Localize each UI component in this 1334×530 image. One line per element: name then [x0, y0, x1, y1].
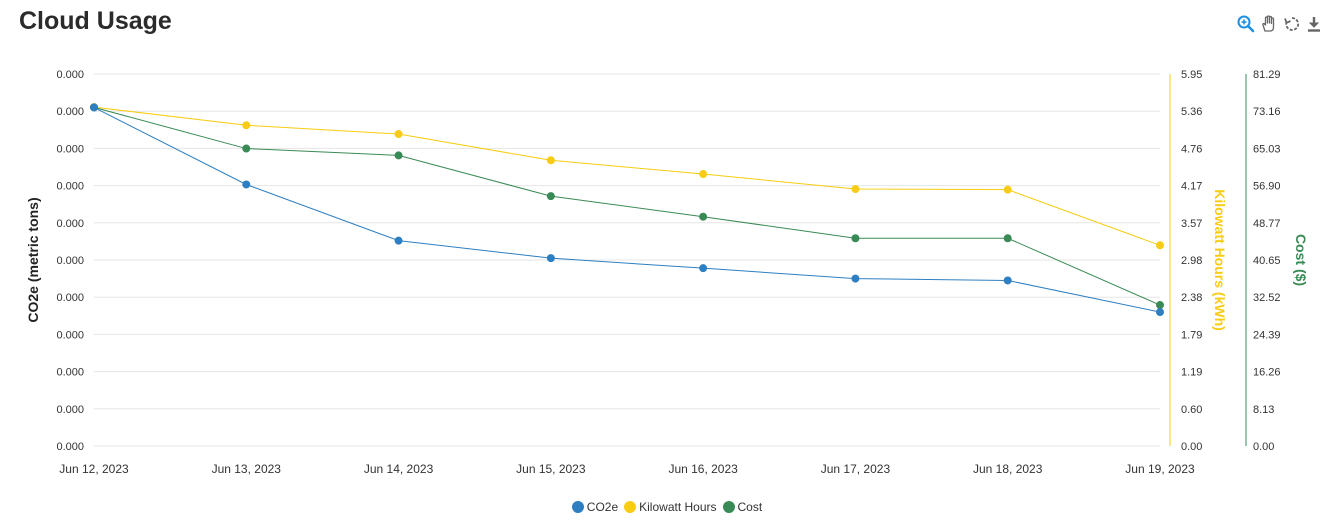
- co2e-data-point: [546, 254, 555, 263]
- kwh-axis-tick-label: 2.38: [1181, 292, 1202, 304]
- x-axis-tick-label: Jun 12, 2023: [59, 462, 129, 476]
- cost-axis-tick-label: 81.29: [1253, 69, 1281, 81]
- co2e-data-point: [699, 264, 708, 273]
- left-axis-tick-label: 0.000: [56, 329, 84, 341]
- cost-data-point: [1156, 301, 1164, 310]
- kwh-axis-tick-label: 1.19: [1181, 367, 1202, 379]
- co2e-data-point: [394, 236, 403, 245]
- x-axis-tick-label: Jun 18, 2023: [973, 462, 1043, 476]
- legend-label: CO2e: [586, 500, 619, 514]
- cost-data-point: [546, 192, 555, 201]
- kilowatt-hours-data-point: [851, 185, 860, 194]
- legend-marker: [624, 501, 637, 513]
- page-title: Cloud Usage: [19, 7, 172, 35]
- x-axis-tick-label: Jun 19, 2023: [1125, 462, 1195, 476]
- cost-data-point: [1003, 234, 1012, 243]
- chart-toolbar: [1236, 14, 1326, 36]
- kwh-axis-tick-label: 1.79: [1181, 329, 1202, 341]
- cloud-usage-chart: 0.0000.0000.0000.0000.0000.0000.0000.000…: [25, 69, 1309, 476]
- co2e-data-point: [851, 274, 860, 283]
- cost-axis-tick-label: 24.39: [1253, 329, 1281, 341]
- legend-label: Kilowatt Hours: [639, 500, 717, 514]
- left-axis-title: CO2e (metric tons): [25, 197, 41, 322]
- x-axis-tick-label: Jun 13, 2023: [212, 462, 282, 476]
- co2e-series-line: [93, 107, 1161, 313]
- kilowatt-hours-data-point: [546, 156, 555, 165]
- cost-axis-tick-label: 32.52: [1253, 292, 1281, 304]
- legend-marker: [722, 501, 735, 513]
- cost-axis-tick-label: 16.26: [1253, 367, 1281, 379]
- co2e-data-point: [90, 103, 98, 112]
- kilowatt-hours-series-line: [93, 106, 1161, 246]
- left-axis-tick-label: 0.000: [56, 255, 84, 267]
- kilowatt-hours-data-point: [1003, 185, 1012, 194]
- kwh-axis-tick-label: 0.60: [1181, 404, 1202, 416]
- cost-data-point: [242, 144, 251, 153]
- cost-axis-tick-label: 0.00: [1253, 441, 1274, 453]
- kilowatt-hours-data-point: [242, 121, 251, 130]
- left-axis-tick-label: 0.000: [56, 292, 84, 304]
- reset-icon[interactable]: [1282, 14, 1302, 34]
- cost-series-line: [93, 106, 1161, 306]
- cost-axis-tick-label: 8.13: [1253, 404, 1274, 416]
- left-axis-tick-label: 0.000: [56, 218, 84, 230]
- cost-axis-tick-label: 56.90: [1253, 181, 1281, 193]
- kwh-axis-tick-label: 4.76: [1181, 143, 1202, 155]
- cost-axis-title: Cost ($): [1293, 234, 1309, 286]
- download-icon[interactable]: [1304, 14, 1324, 34]
- cost-data-point: [394, 151, 403, 160]
- left-axis-tick-label: 0.000: [56, 181, 84, 193]
- x-axis-tick-label: Jun 14, 2023: [364, 462, 434, 476]
- x-axis-tick-label: Jun 17, 2023: [821, 462, 891, 476]
- pan-icon[interactable]: [1259, 14, 1279, 34]
- kwh-axis-tick-label: 4.17: [1181, 181, 1202, 193]
- kwh-axis-tick-label: 3.57: [1181, 218, 1202, 230]
- left-axis-tick-label: 0.000: [56, 404, 84, 416]
- co2e-data-point: [1003, 276, 1012, 285]
- left-axis-tick-label: 0.000: [56, 106, 84, 118]
- left-axis-tick-label: 0.000: [56, 367, 84, 379]
- x-axis-tick-label: Jun 16, 2023: [668, 462, 738, 476]
- cost-data-point: [851, 234, 860, 243]
- kwh-axis-tick-label: 5.36: [1181, 106, 1202, 118]
- left-axis-tick-label: 0.000: [56, 143, 84, 155]
- legend-item-co2e[interactable]: CO2e: [571, 500, 619, 514]
- cost-axis-tick-label: 65.03: [1253, 143, 1281, 155]
- legend-marker: [571, 501, 584, 513]
- zoom-icon[interactable]: [1236, 14, 1256, 34]
- chart-legend: CO2e Kilowatt Hours Cost: [0, 500, 1334, 514]
- kwh-axis-tick-label: 0.00: [1181, 441, 1202, 453]
- kilowatt-hours-data-point: [1156, 241, 1164, 250]
- kwh-axis-tick-label: 5.95: [1181, 69, 1202, 81]
- kwh-axis-tick-label: 2.98: [1181, 255, 1202, 267]
- kilowatt-hours-data-point: [394, 130, 403, 139]
- cost-data-point: [699, 212, 708, 221]
- legend-label: Cost: [737, 500, 763, 514]
- co2e-data-point: [242, 180, 251, 189]
- legend-item-cost[interactable]: Cost: [722, 500, 763, 514]
- left-axis-tick-label: 0.000: [56, 69, 84, 81]
- cost-axis-tick-label: 73.16: [1253, 106, 1281, 118]
- kwh-axis-title: Kilowatt Hours (kWh): [1212, 189, 1228, 331]
- kilowatt-hours-data-point: [699, 170, 708, 179]
- cost-axis-tick-label: 40.65: [1253, 255, 1281, 267]
- legend-item-kilowatt-hours[interactable]: Kilowatt Hours: [624, 500, 717, 514]
- cost-axis-tick-label: 48.77: [1253, 218, 1281, 230]
- co2e-data-point: [1156, 308, 1164, 317]
- left-axis-tick-label: 0.000: [56, 441, 84, 453]
- x-axis-tick-label: Jun 15, 2023: [516, 462, 586, 476]
